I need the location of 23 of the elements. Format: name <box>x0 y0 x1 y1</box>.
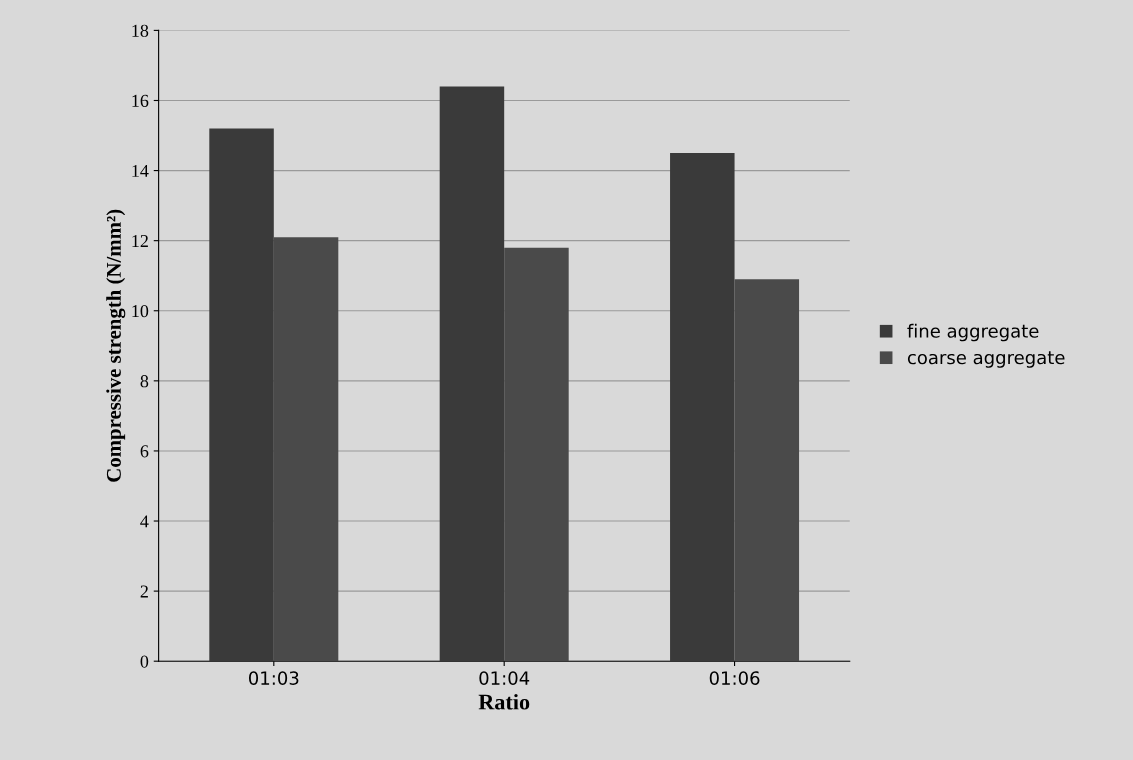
bar <box>209 128 274 662</box>
y-tick-label: 12 <box>132 234 148 247</box>
y-tick-label: 16 <box>132 94 149 107</box>
y-tick-label: 8 <box>140 375 149 388</box>
bar <box>439 86 505 662</box>
y-tick-label: 0 <box>140 655 149 668</box>
y-tick-label: 2 <box>140 585 148 598</box>
bar <box>273 237 339 662</box>
x-tick-label: 01:06 <box>709 671 760 685</box>
x-tick-label: 01:03 <box>248 671 299 685</box>
x-axis-title: Ratio <box>478 693 530 710</box>
bar <box>734 279 800 662</box>
y-axis-title: Compressive strength (N/mm²) <box>106 209 126 482</box>
bar <box>504 247 569 662</box>
y-tick-label: 6 <box>140 445 149 458</box>
legend-label: coarse aggregate <box>907 351 1065 368</box>
y-tick-label: 10 <box>132 305 149 318</box>
y-tick-label: 14 <box>132 164 149 177</box>
bar <box>670 153 735 662</box>
x-tick-label: 01:04 <box>479 671 530 685</box>
y-tick-label: 18 <box>132 24 149 37</box>
y-tick-label: 4 <box>140 515 149 528</box>
legend-label: fine aggregate <box>907 323 1039 342</box>
